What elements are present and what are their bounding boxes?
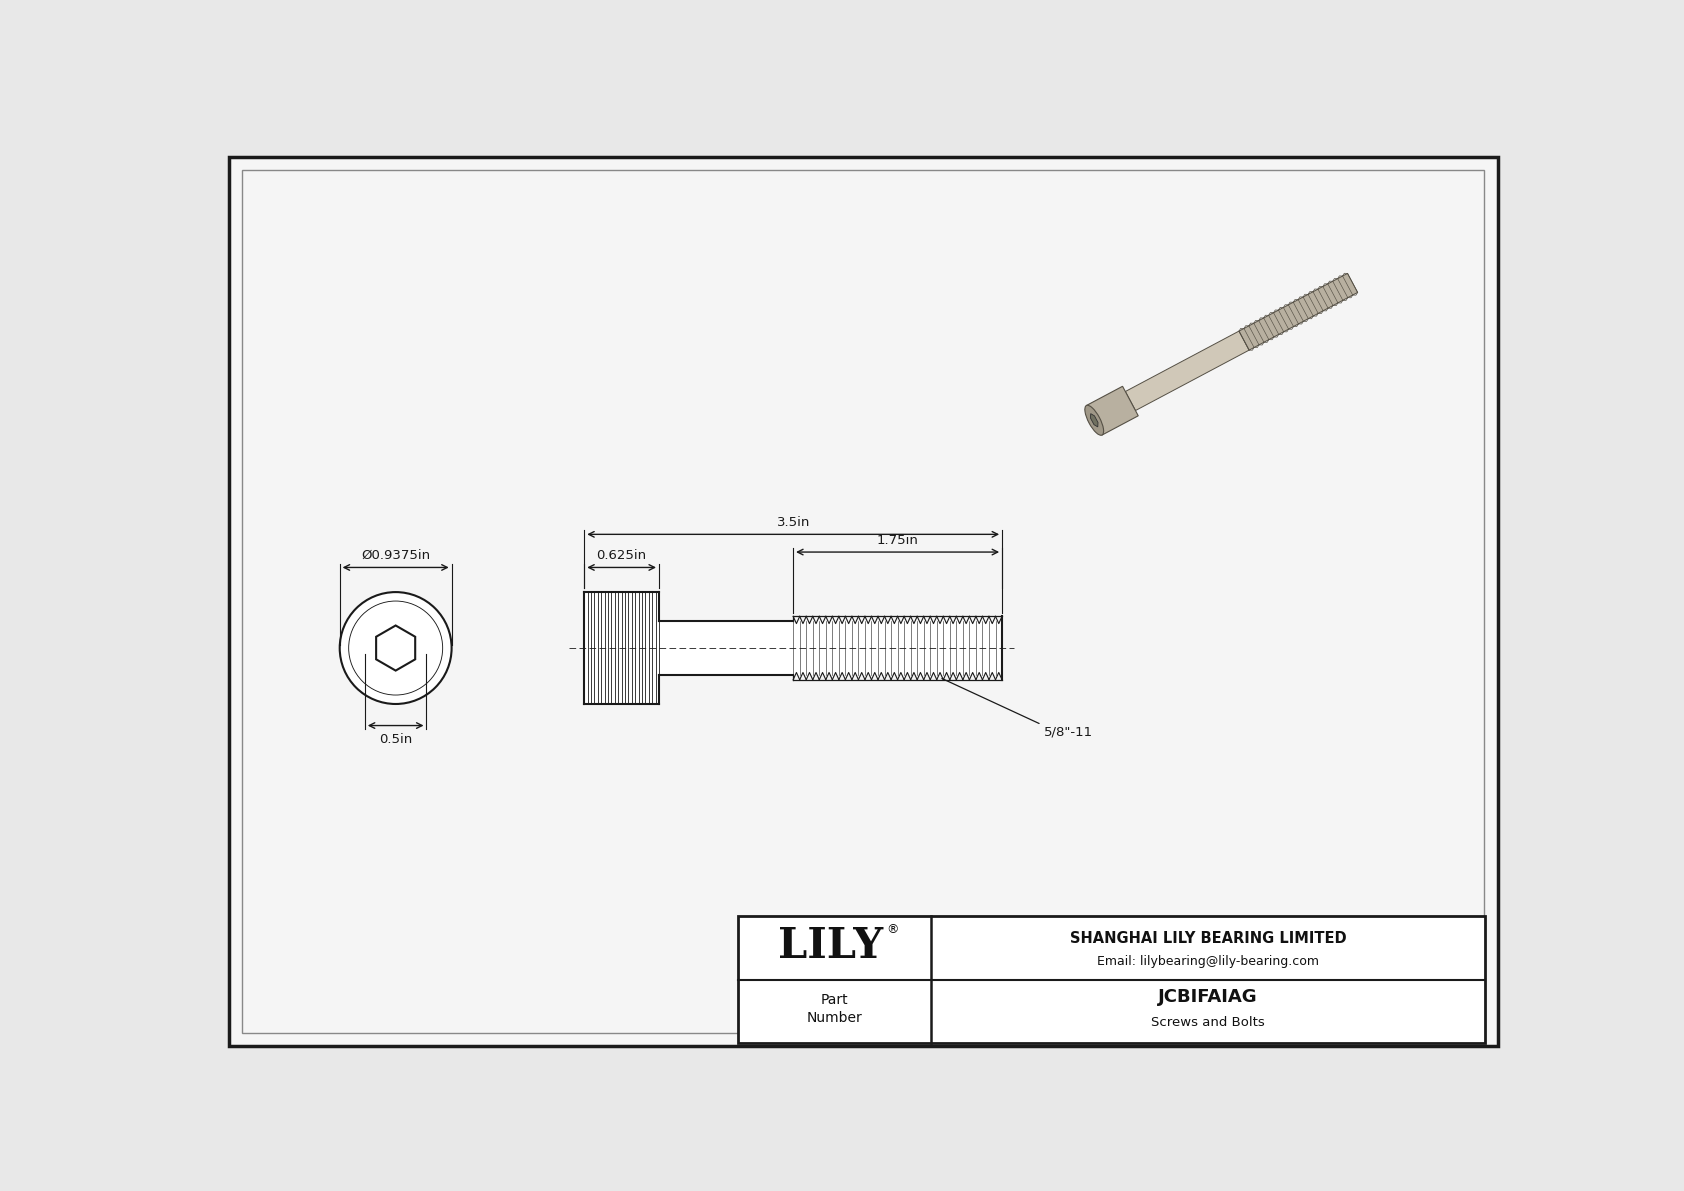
Text: Email: lilybearing@lily-bearing.com: Email: lilybearing@lily-bearing.com [1096, 955, 1319, 968]
Text: JCBIFAIAG: JCBIFAIAG [1159, 989, 1258, 1006]
Text: 0.625in: 0.625in [596, 549, 647, 562]
Polygon shape [1091, 413, 1098, 426]
Text: SHANGHAI LILY BEARING LIMITED: SHANGHAI LILY BEARING LIMITED [1069, 931, 1346, 947]
Bar [658, 622, 793, 675]
Text: LILY: LILY [778, 925, 884, 967]
Bar [738, 916, 1485, 1043]
Text: ®: ® [886, 923, 899, 936]
Text: 3.5in: 3.5in [776, 516, 810, 529]
Text: 5/8"-11: 5/8"-11 [941, 679, 1093, 738]
Text: 0.5in: 0.5in [379, 734, 413, 747]
Ellipse shape [1084, 405, 1103, 435]
Circle shape [340, 592, 451, 704]
Polygon shape [1125, 331, 1250, 411]
Polygon shape [376, 625, 416, 671]
Bar [793, 622, 1002, 675]
Text: Screws and Bolts: Screws and Bolts [1152, 1016, 1265, 1029]
Text: 1.75in: 1.75in [877, 534, 918, 547]
Polygon shape [1239, 274, 1357, 350]
Text: Part
Number: Part Number [807, 992, 862, 1025]
Bar [584, 592, 658, 704]
Polygon shape [1086, 386, 1138, 435]
Text: Ø0.9375in: Ø0.9375in [360, 549, 429, 562]
